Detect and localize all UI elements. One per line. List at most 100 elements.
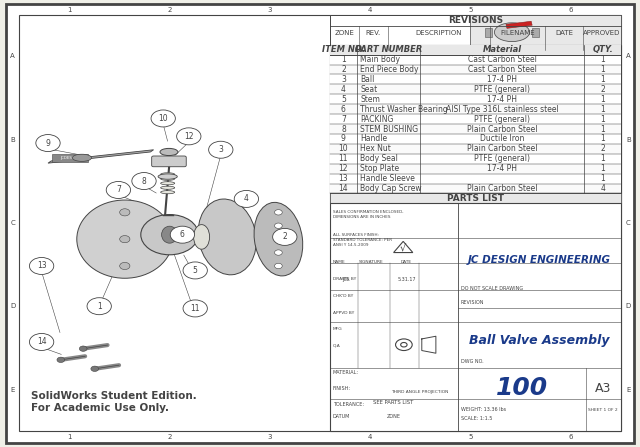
Text: FILENAME: FILENAME [500,30,535,36]
Text: SolidWorks Student Edition.: SolidWorks Student Edition. [31,391,196,401]
Text: A3: A3 [595,382,611,395]
Text: 9: 9 [45,139,51,148]
Text: 1: 1 [600,174,605,183]
Text: 2: 2 [168,7,172,13]
Text: 11: 11 [191,304,200,313]
Text: DWG NO.: DWG NO. [461,359,484,364]
Text: 1: 1 [600,164,605,173]
Text: 1: 1 [97,302,102,311]
Bar [52,154,88,162]
Text: NAME: NAME [333,260,346,264]
Text: 3: 3 [268,434,272,440]
Polygon shape [48,150,154,163]
Text: JC DESIGN ENGINEERING: JC DESIGN ENGINEERING [468,255,611,266]
Ellipse shape [161,177,175,181]
Text: 1: 1 [67,7,72,13]
Text: 1: 1 [600,125,605,134]
Text: 17-4 PH: 17-4 PH [487,164,517,173]
Text: 13: 13 [36,261,47,270]
Text: Seat: Seat [360,85,378,94]
Bar [330,55,621,64]
Text: 100: 100 [495,376,548,400]
Text: 1: 1 [600,154,605,163]
Text: 2: 2 [341,65,346,74]
Polygon shape [394,241,413,253]
Text: 7: 7 [116,186,121,194]
Text: 1: 1 [600,95,605,104]
Circle shape [36,135,60,152]
Text: PTFE (general): PTFE (general) [474,85,530,94]
Circle shape [106,181,131,198]
Text: B: B [10,137,15,143]
Text: SCALE: 1:1.5: SCALE: 1:1.5 [461,416,492,421]
Text: Handle Sleeve: Handle Sleeve [360,174,415,183]
Ellipse shape [160,148,178,156]
Circle shape [132,173,156,190]
Text: PARTS LIST: PARTS LIST [447,194,504,203]
Text: 12: 12 [339,164,348,173]
Ellipse shape [198,199,256,275]
Text: Handle: Handle [360,135,388,143]
Text: Ductile Iron: Ductile Iron [480,135,524,143]
Text: Plain Carbon Steel: Plain Carbon Steel [467,184,538,193]
Text: ZONE: ZONE [334,30,354,36]
Circle shape [234,190,259,207]
Text: 17-4 PH: 17-4 PH [487,95,517,104]
Bar [330,75,621,84]
Text: 5.31.17: 5.31.17 [397,277,416,282]
Text: 4: 4 [368,434,372,440]
Ellipse shape [254,202,303,276]
Bar [506,21,532,28]
Bar [330,45,621,203]
Bar [330,124,621,134]
Text: 5: 5 [468,434,472,440]
Circle shape [91,366,99,371]
Text: 14: 14 [339,184,348,193]
Text: REV.: REV. [365,30,381,36]
Bar [330,15,621,50]
Text: DATE: DATE [401,260,412,264]
Bar [330,203,621,431]
Text: Plain Carbon Steel: Plain Carbon Steel [467,144,538,153]
Ellipse shape [77,200,173,278]
Text: DRAWN BY: DRAWN BY [333,277,356,281]
Text: C: C [10,220,15,226]
Text: SIGNATURE: SIGNATURE [359,260,383,264]
Text: REVISIONS: REVISIONS [447,16,503,25]
Bar [330,154,621,164]
Ellipse shape [162,226,178,243]
Circle shape [29,257,54,274]
Text: 3: 3 [218,145,223,154]
Circle shape [275,210,282,215]
Text: QTY.: QTY. [592,45,613,54]
Text: SALES CONFIRMATION ENCLOSED,
DIMENSIONS ARE IN INCHES: SALES CONFIRMATION ENCLOSED, DIMENSIONS … [333,210,403,219]
Text: 3: 3 [341,75,346,84]
Circle shape [275,236,282,242]
Text: 6: 6 [568,434,573,440]
Circle shape [177,128,201,145]
Text: 4: 4 [600,184,605,193]
Bar [485,28,492,37]
Bar [330,134,621,144]
Text: Body Seal: Body Seal [360,154,398,163]
Text: B: B [626,137,631,143]
Text: MATERIAL:: MATERIAL: [333,371,359,375]
Bar [330,94,621,104]
Text: 5: 5 [193,266,198,275]
Text: MFG: MFG [333,327,342,331]
Text: 10: 10 [158,114,168,123]
Text: SEE PARTS LIST: SEE PARTS LIST [374,400,414,405]
Text: √: √ [400,243,406,253]
Text: 1: 1 [600,135,605,143]
Text: Ball: Ball [360,75,375,84]
Circle shape [79,346,87,351]
Circle shape [275,250,282,255]
Text: 2: 2 [600,144,605,153]
Ellipse shape [161,186,175,190]
Ellipse shape [158,174,177,179]
Text: APPROVED: APPROVED [583,30,621,36]
Circle shape [275,263,282,269]
Text: JCDESIGN: JCDESIGN [60,156,79,160]
Bar [532,28,539,37]
Text: 5: 5 [341,95,346,104]
